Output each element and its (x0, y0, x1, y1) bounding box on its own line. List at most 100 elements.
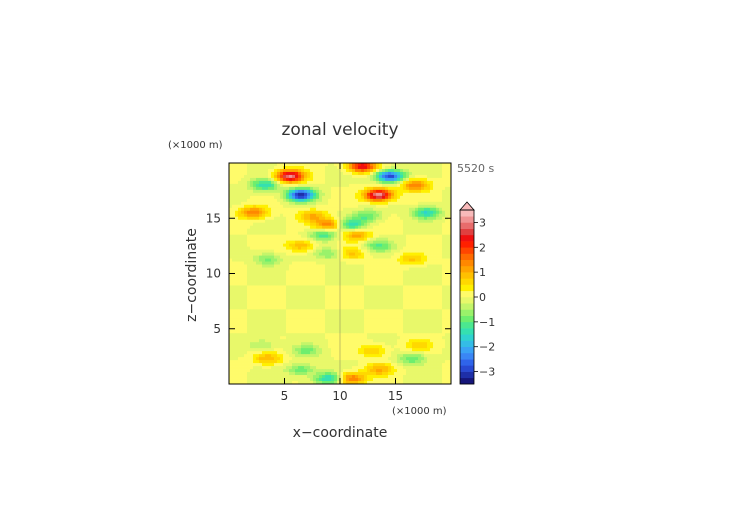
field-cell (382, 243, 386, 247)
field-cell (430, 288, 434, 292)
field-cell (253, 291, 257, 295)
field-cell (343, 270, 347, 274)
field-cell (442, 171, 446, 176)
field-cell (436, 234, 440, 239)
field-cell (427, 258, 431, 262)
field-cell (433, 243, 437, 247)
field-cell (355, 357, 359, 361)
field-cell (301, 243, 305, 247)
field-cell (394, 237, 398, 241)
field-cell (415, 312, 419, 316)
field-cell (256, 336, 260, 340)
field-cell (271, 163, 275, 167)
field-cell (355, 168, 359, 173)
field-cell (328, 327, 332, 331)
field-cell (328, 192, 332, 197)
field-cell (283, 306, 287, 310)
field-cell (445, 333, 449, 337)
field-cell (385, 219, 389, 224)
field-cell (283, 363, 287, 367)
field-cell (358, 171, 362, 176)
field-cell (256, 270, 260, 274)
field-cell (442, 189, 446, 194)
field-cell (259, 330, 263, 334)
field-cell (235, 363, 239, 367)
field-cell (388, 249, 392, 253)
field-cell (316, 264, 320, 268)
field-cell (379, 345, 383, 349)
field-cell (268, 207, 272, 212)
field-cell (391, 189, 395, 194)
field-cell (295, 163, 299, 167)
field-cell (400, 300, 404, 304)
field-cell (403, 282, 407, 286)
field-cell (445, 318, 449, 322)
field-cell (277, 163, 281, 167)
field-cell (304, 186, 308, 191)
field-cell (235, 351, 239, 355)
field-cell (427, 207, 431, 212)
field-cell (412, 207, 416, 212)
field-cell (253, 234, 257, 239)
field-cell (394, 180, 398, 185)
field-cell (439, 315, 443, 319)
field-cell (331, 174, 335, 179)
field-cell (286, 252, 290, 256)
field-cell (433, 300, 437, 304)
field-cell (325, 213, 329, 218)
field-cell (370, 195, 374, 200)
field-cell (328, 163, 332, 167)
field-cell (346, 294, 350, 298)
field-cell (337, 345, 341, 349)
field-cell (382, 294, 386, 298)
field-cell (352, 270, 356, 274)
field-cell (409, 189, 413, 194)
field-cell (400, 276, 404, 280)
field-cell (295, 189, 299, 194)
field-cell (259, 336, 263, 340)
field-cell (394, 330, 398, 334)
field-cell (355, 348, 359, 352)
field-cell (286, 207, 290, 212)
field-cell (298, 273, 302, 277)
field-cell (343, 288, 347, 292)
field-cell (292, 327, 296, 331)
field-cell (430, 234, 434, 239)
field-cell (337, 333, 341, 337)
field-cell (427, 183, 431, 188)
field-cell (262, 282, 266, 286)
field-cell (238, 276, 242, 280)
field-cell (262, 330, 266, 334)
field-cell (235, 288, 239, 292)
field-cell (442, 168, 446, 173)
field-cell (346, 300, 350, 304)
field-cell (430, 291, 434, 295)
field-cell (358, 192, 362, 197)
field-cell (244, 291, 248, 295)
field-cell (361, 183, 365, 188)
field-cell (292, 195, 296, 200)
field-cell (259, 312, 263, 316)
field-cell (394, 177, 398, 182)
field-cell (442, 270, 446, 274)
field-cell (304, 291, 308, 295)
field-cell (397, 246, 401, 250)
field-cell (388, 174, 392, 179)
field-cell (448, 243, 452, 247)
field-cell (289, 222, 293, 227)
field-cell (250, 213, 254, 218)
field-cell (376, 252, 380, 256)
field-cell (400, 252, 404, 256)
field-cell (418, 348, 422, 352)
field-cell (418, 171, 422, 176)
field-cell (265, 228, 269, 233)
field-cell (286, 192, 290, 197)
field-cell (295, 195, 299, 200)
field-cell (445, 342, 449, 346)
field-cell (397, 195, 401, 200)
field-cell (283, 171, 287, 176)
field-cell (325, 234, 329, 239)
field-cell (232, 192, 236, 197)
field-cell (403, 270, 407, 274)
field-cell (376, 300, 380, 304)
